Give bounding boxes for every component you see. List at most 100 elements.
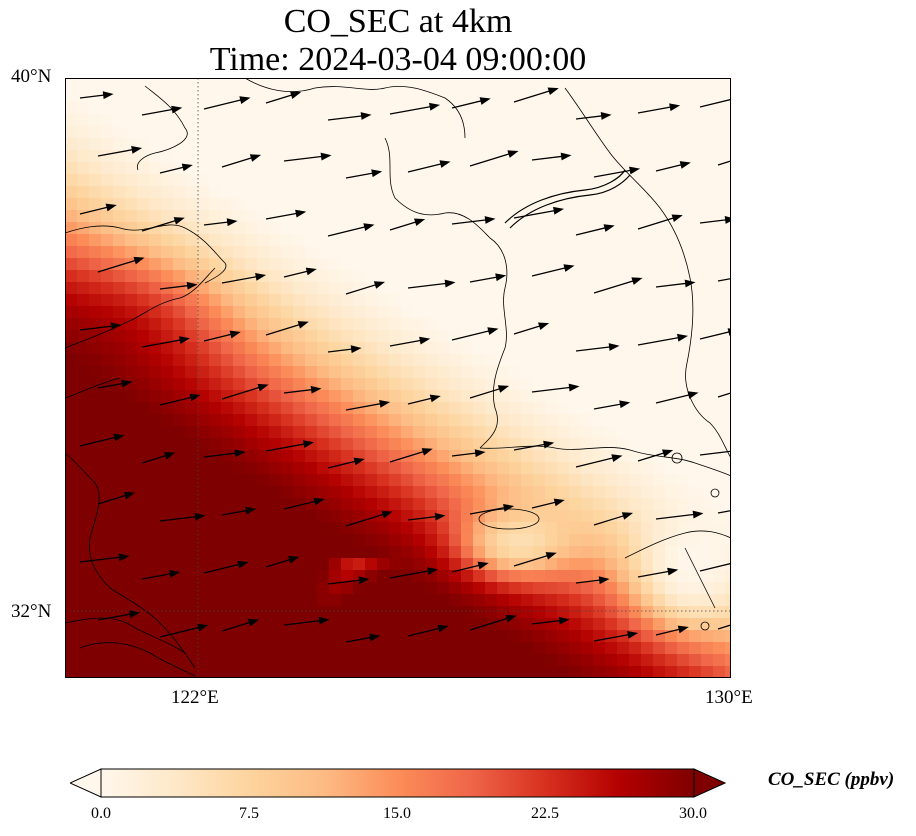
- field-cell: [629, 474, 642, 487]
- field-cell: [593, 546, 606, 559]
- field-cell: [269, 174, 282, 187]
- field-cell: [665, 114, 678, 127]
- field-cell: [353, 558, 366, 571]
- field-cell: [617, 606, 630, 619]
- field-cell: [161, 390, 174, 403]
- field-cell: [461, 534, 474, 547]
- field-cell: [209, 654, 222, 667]
- wind-arrow-head: [257, 383, 269, 392]
- field-cell: [437, 654, 450, 667]
- field-cell: [713, 594, 726, 607]
- field-cell: [629, 618, 642, 631]
- field-cell: [401, 498, 414, 511]
- field-cell: [245, 606, 258, 619]
- field-cell: [89, 282, 102, 295]
- field-cell: [689, 150, 702, 163]
- field-cell: [545, 474, 558, 487]
- field-cell: [533, 102, 546, 115]
- wind-arrow-head: [677, 625, 689, 634]
- field-cell: [557, 594, 570, 607]
- field-cell: [557, 330, 570, 343]
- field-cell: [161, 498, 174, 511]
- field-cell: [257, 402, 270, 415]
- field-cell: [425, 318, 438, 331]
- field-cell: [257, 246, 270, 259]
- field-cell: [197, 330, 210, 343]
- wind-arrow: [513, 553, 554, 567]
- field-cell: [569, 234, 582, 247]
- field-cell: [641, 474, 654, 487]
- wind-arrow-head: [226, 218, 238, 227]
- field-cell: [77, 654, 90, 667]
- field-cell: [245, 558, 258, 571]
- field-cell: [197, 306, 210, 319]
- field-cell: [653, 294, 666, 307]
- field-cell: [149, 114, 162, 127]
- field-cell: [713, 126, 726, 139]
- map-plot[interactable]: [65, 78, 731, 678]
- field-cell: [329, 174, 342, 187]
- field-cell: [353, 498, 366, 511]
- field-cell: [197, 642, 210, 655]
- field-cell: [173, 666, 186, 678]
- field-cell: [149, 186, 162, 199]
- field-cell: [509, 246, 522, 259]
- field-cell: [377, 102, 390, 115]
- wind-arrow-head: [318, 616, 330, 625]
- field-cell: [101, 606, 114, 619]
- field-cell: [401, 174, 414, 187]
- field-cell: [437, 534, 450, 547]
- field-cell: [257, 570, 270, 583]
- field-cell: [425, 522, 438, 535]
- field-cell: [305, 342, 318, 355]
- field-cell: [497, 582, 510, 595]
- field-cell: [89, 102, 102, 115]
- field-cell: [353, 546, 366, 559]
- field-cell: [569, 150, 582, 163]
- field-cell: [221, 78, 234, 91]
- field-cell: [449, 162, 462, 175]
- field-cell: [245, 534, 258, 547]
- field-cell: [569, 402, 582, 415]
- field-cell: [65, 210, 78, 223]
- field-cell: [65, 618, 78, 631]
- field-cell: [197, 294, 210, 307]
- field-cell: [701, 462, 714, 475]
- field-cell: [497, 474, 510, 487]
- field-cell: [233, 318, 246, 331]
- field-cell: [545, 354, 558, 367]
- field-cell: [641, 666, 654, 678]
- field-cell: [521, 102, 534, 115]
- field-cell: [353, 234, 366, 247]
- field-cell: [509, 366, 522, 379]
- wind-arrow-head: [545, 552, 557, 560]
- field-cell: [137, 342, 150, 355]
- field-cell: [509, 474, 522, 487]
- field-cell: [161, 138, 174, 151]
- field-cell: [269, 606, 282, 619]
- field-cell: [449, 546, 462, 559]
- field-cell: [317, 282, 330, 295]
- field-cell: [677, 546, 690, 559]
- field-cell: [401, 486, 414, 499]
- field-cell: [497, 534, 510, 547]
- field-cell: [449, 594, 462, 607]
- field-cell: [665, 366, 678, 379]
- field-cell: [305, 390, 318, 403]
- map-panel[interactable]: [65, 78, 731, 678]
- field-cell: [701, 654, 714, 667]
- field-cell: [317, 126, 330, 139]
- wind-arrow-head: [297, 321, 309, 329]
- field-cell: [161, 174, 174, 187]
- field-cell: [389, 522, 402, 535]
- field-cell: [725, 390, 731, 403]
- field-cell: [245, 246, 258, 259]
- field-cell: [389, 426, 402, 439]
- field-cell: [341, 258, 354, 271]
- field-cell: [269, 354, 282, 367]
- field-cell: [173, 342, 186, 355]
- field-cell: [557, 606, 570, 619]
- field-cell: [125, 438, 138, 451]
- field-cell: [689, 222, 702, 235]
- field-cell: [341, 402, 354, 415]
